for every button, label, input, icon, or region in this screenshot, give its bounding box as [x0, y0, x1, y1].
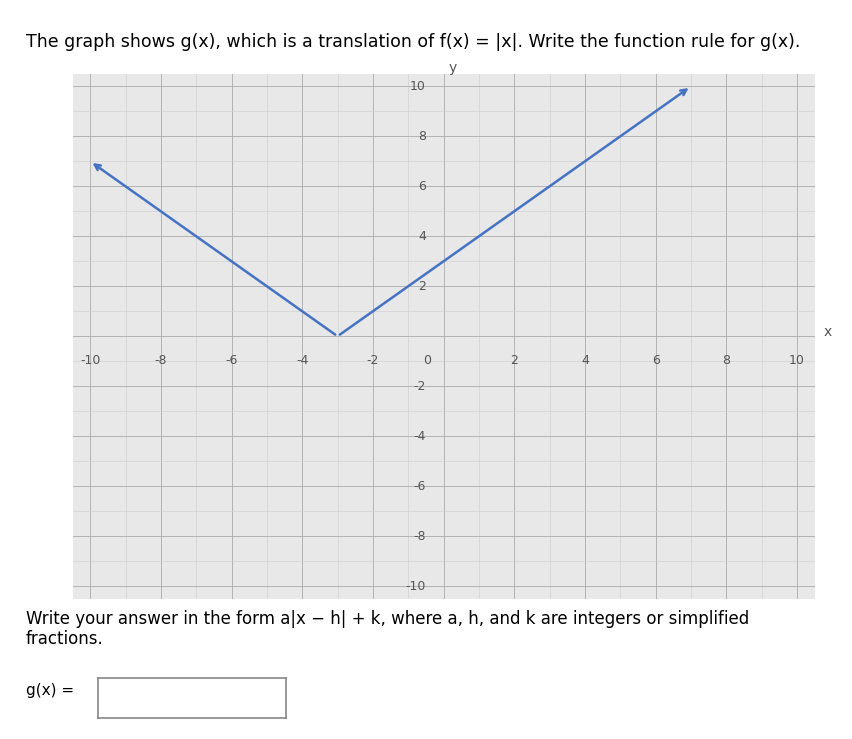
Text: 4: 4 — [417, 230, 425, 243]
Text: -4: -4 — [413, 429, 425, 443]
Text: -6: -6 — [225, 354, 238, 367]
Text: y: y — [448, 61, 457, 75]
Text: -10: -10 — [405, 579, 425, 593]
Text: -4: -4 — [296, 354, 308, 367]
Text: 10: 10 — [788, 354, 804, 367]
Text: -8: -8 — [413, 530, 425, 542]
Text: g(x) =: g(x) = — [26, 684, 73, 698]
Text: 2: 2 — [417, 280, 425, 293]
Text: -8: -8 — [154, 354, 167, 367]
Text: -6: -6 — [413, 480, 425, 493]
Text: 8: 8 — [722, 354, 729, 367]
Text: 0: 0 — [423, 354, 431, 367]
Text: x: x — [822, 325, 831, 339]
Text: 6: 6 — [651, 354, 659, 367]
Text: -2: -2 — [413, 380, 425, 392]
Text: 4: 4 — [580, 354, 588, 367]
Text: 2: 2 — [509, 354, 517, 367]
Text: -10: -10 — [80, 354, 101, 367]
Text: The graph shows g(x), which is a translation of f(x) = |x|. Write the function r: The graph shows g(x), which is a transla… — [26, 33, 799, 51]
Text: 10: 10 — [410, 80, 425, 93]
Text: -2: -2 — [366, 354, 378, 367]
Text: Write your answer in the form a|x − h| + k, where a, h, and k are integers or si: Write your answer in the form a|x − h| +… — [26, 610, 748, 649]
Text: 8: 8 — [417, 130, 425, 143]
Text: 6: 6 — [417, 180, 425, 193]
